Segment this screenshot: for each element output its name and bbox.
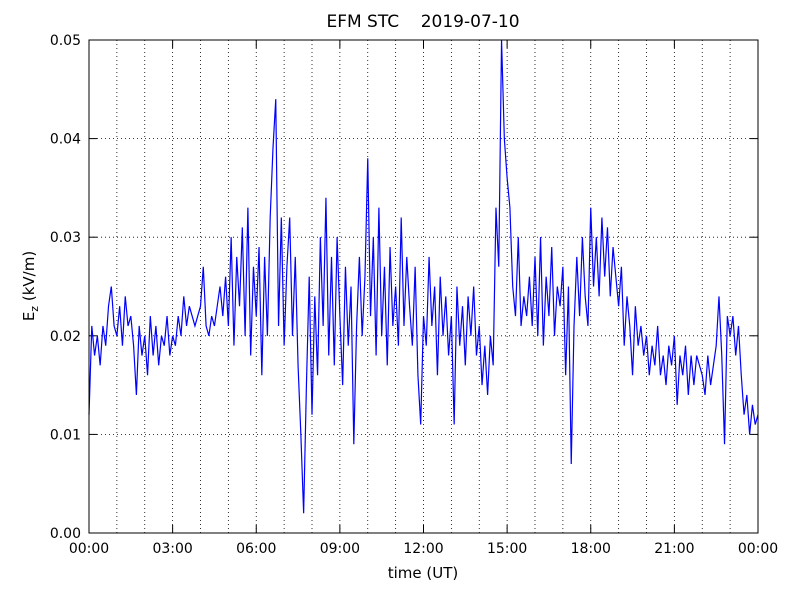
x-tick-label: 15:00 [487,541,527,557]
y-tick-label: 0.04 [50,132,81,148]
y-tick-label: 0.00 [50,526,81,542]
x-tick-label: 03:00 [152,541,192,557]
plot-frame [88,39,759,534]
y-label-sub: z [28,306,41,312]
x-tick-label: 09:00 [320,541,360,557]
x-tick-label: 00:00 [738,541,778,557]
x-axis-label: time (UT) [388,564,459,582]
x-tick-label: 06:00 [236,541,276,557]
y-axis-label: Ez (kV/m) [20,251,41,321]
y-tick-label: 0.05 [50,33,81,49]
chart-title: EFM STC 2019-07-10 [326,12,519,32]
y-tick-label: 0.02 [50,329,81,345]
x-tick-label: 00:00 [69,541,109,557]
y-tick-label: 0.01 [50,427,81,443]
y-label-rest: (kV/m) [20,251,38,306]
data-line [88,39,759,514]
x-tick-label: 21:00 [654,541,694,557]
x-tick-label: 12:00 [403,541,443,557]
x-tick-label: 18:00 [571,541,611,557]
y-tick-label: 0.03 [50,230,81,246]
y-label-main: E [20,312,38,321]
